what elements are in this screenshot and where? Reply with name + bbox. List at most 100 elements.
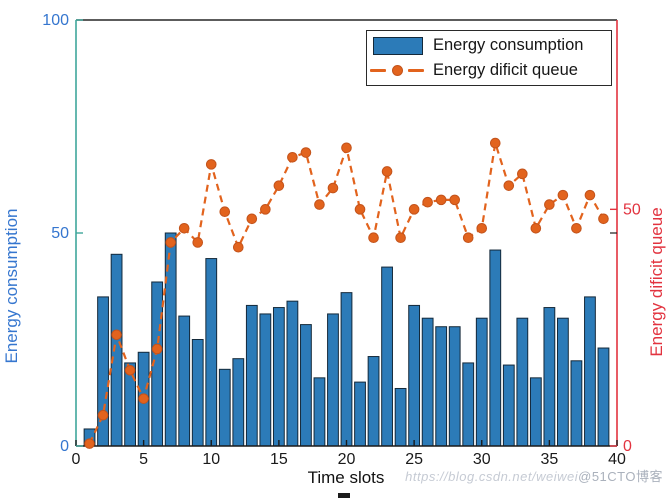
queue-marker (300, 147, 312, 158)
queue-marker (192, 237, 204, 248)
legend-swatch-line (367, 65, 429, 77)
queue-marker (489, 137, 501, 149)
tick-label: 50 (51, 225, 69, 242)
bar (489, 249, 502, 447)
queue-marker (368, 232, 379, 244)
tick-label: 0 (60, 438, 69, 455)
watermark: https://blog.csdn.net/weiwei@51CTO博客 (405, 466, 663, 485)
y-axis-label-right: Energy dificit queue (647, 207, 666, 357)
queue-marker (341, 142, 352, 154)
queue-marker (544, 199, 555, 210)
queue-marker (111, 329, 122, 341)
tick-label: 30 (473, 451, 491, 468)
bar (110, 253, 123, 447)
cropped-caption-fragment (338, 493, 350, 498)
bar (259, 313, 272, 447)
bar (205, 258, 218, 447)
queue-marker (273, 180, 285, 191)
bar (367, 356, 380, 447)
tick-label: 20 (338, 451, 356, 468)
tick-label: 25 (405, 451, 423, 468)
bar (286, 300, 299, 447)
bar (272, 307, 285, 447)
queue-marker (435, 194, 447, 206)
tick-label: 100 (42, 12, 69, 29)
bar (597, 347, 610, 447)
queue-marker (205, 159, 217, 170)
queue-marker (84, 438, 95, 449)
queue-marker (381, 166, 393, 177)
bar (97, 296, 109, 447)
tick-label: 15 (270, 451, 288, 468)
y-axis-label-left: Energy consumption (2, 208, 21, 364)
legend-swatch-bar (367, 36, 429, 55)
bar (232, 358, 245, 447)
watermark-url: https://blog.csdn.net/weiwei (405, 469, 579, 484)
bar (421, 317, 434, 447)
tick-label: 0 (623, 438, 632, 455)
queue-marker (124, 364, 136, 376)
queue-marker (151, 343, 163, 355)
queue-marker (233, 241, 244, 253)
bar (300, 324, 312, 447)
bar (313, 377, 326, 447)
bar (191, 339, 204, 447)
queue-marker (246, 213, 258, 225)
bar (557, 317, 569, 447)
tick-label: 10 (202, 451, 220, 468)
queue-marker (503, 180, 515, 191)
bar-swatch-icon (373, 36, 423, 55)
bar (448, 326, 461, 447)
queue-marker (138, 393, 149, 404)
queue-marker (598, 213, 609, 225)
bar (381, 266, 393, 447)
queue-marker (408, 204, 420, 215)
bar (178, 315, 191, 447)
tick-label: 5 (139, 451, 148, 468)
queue-marker (314, 199, 325, 210)
tick-label: 50 (623, 201, 641, 218)
bar (340, 292, 353, 447)
bar (570, 360, 583, 447)
queue-marker (449, 194, 461, 206)
queue-marker (354, 204, 366, 215)
queue-marker (327, 182, 339, 194)
legend-label: Energy consumption (433, 36, 584, 55)
bar (354, 381, 366, 447)
queue-marker (165, 237, 176, 248)
bar (408, 304, 421, 447)
queue-marker (395, 232, 406, 244)
bar (516, 317, 529, 447)
bar (584, 296, 596, 447)
dashed-line-marker-icon (370, 65, 426, 77)
legend-label: Energy dificit queue (433, 60, 578, 79)
bar (245, 304, 258, 447)
queue-marker (584, 189, 596, 201)
queue-marker (571, 222, 582, 234)
queue-marker (260, 204, 271, 215)
bar (435, 326, 448, 447)
queue-marker (287, 151, 298, 163)
queue-marker (422, 196, 433, 208)
legend: Energy consumption Energy dificit queue (366, 30, 612, 86)
bar (394, 387, 407, 447)
queue-marker (476, 222, 488, 234)
bar (462, 362, 475, 447)
x-axis-label: Time slots (307, 468, 385, 487)
tick-label: 0 (72, 451, 81, 468)
bar (529, 377, 542, 447)
queue-marker (530, 222, 542, 234)
queue-marker (462, 232, 474, 244)
bar (475, 317, 488, 447)
queue-marker (97, 409, 109, 421)
bar (543, 307, 556, 447)
watermark-badge: @51CTO博客 (578, 469, 663, 484)
queue-marker (557, 189, 569, 201)
bar (218, 368, 231, 447)
queue-marker (178, 222, 190, 234)
legend-item-energy-dificit-queue: Energy dificit queue (367, 58, 611, 82)
queue-marker (517, 168, 528, 180)
queue-marker (219, 206, 231, 217)
